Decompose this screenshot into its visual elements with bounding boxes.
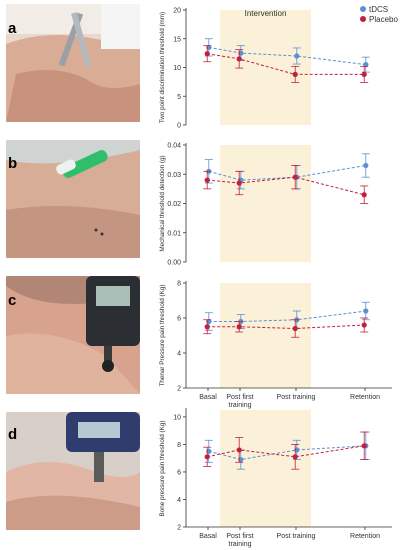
legend-label-placebo: Placebo [369, 14, 398, 24]
chart-panel-d: 2 4 6 8 10 Bone pressure pain threshold (Kg) B… [159, 408, 392, 548]
legend-label-tdcs: tDCS [369, 4, 389, 14]
series-line-tdcs [208, 310, 366, 322]
series-line-placebo [207, 176, 365, 196]
data-point-placebo [204, 324, 210, 330]
y-tick-label: 6 [177, 469, 181, 476]
x-tick-label: Post first training [226, 394, 253, 409]
y-tick-label: 5 [177, 94, 181, 101]
x-tick-label-line: Post training [277, 394, 316, 401]
data-point-placebo [236, 56, 242, 62]
x-tick-label: Retention [350, 394, 380, 401]
y-tick-label: 0.02 [167, 201, 181, 208]
x-tick-label: Basal [199, 394, 217, 401]
series-line-placebo [207, 445, 365, 458]
data-point-placebo [204, 177, 210, 183]
x-tick-label-line: training [229, 541, 252, 548]
y-tick-label: 2 [177, 525, 181, 532]
y-tick-label: 0.03 [167, 172, 181, 179]
data-point-tdcs [294, 53, 300, 59]
legend-item-tdcs: tDCS [360, 4, 398, 14]
chart-panel-a: Intervention 0 5 10 15 20 Two point discrimina… [159, 8, 370, 130]
x-tick-label-line: Retention [350, 394, 380, 401]
y-axis-label: Bone pressure pain threshold (Kg) [159, 421, 166, 517]
series-line-tdcs [208, 46, 366, 66]
y-tick-label: 0 [177, 123, 181, 130]
x-tick-label-line: Basal [199, 533, 217, 540]
y-tick-label: 10 [173, 65, 181, 72]
data-point-placebo [204, 454, 210, 460]
intervention-band [220, 145, 311, 262]
intervention-band [220, 410, 311, 527]
y-axis-label: Thenar Pressure pain threshold (Kg) [159, 285, 166, 387]
monofilament-on-hand-photo [6, 140, 140, 258]
series-line-placebo [207, 324, 365, 330]
y-tick-label: 2 [177, 386, 181, 393]
two-point-caliper-on-hand-photo [6, 4, 140, 122]
data-point-tdcs [363, 62, 369, 68]
x-tick-label: Retention [350, 533, 380, 540]
legend-swatch-tdcs [360, 6, 366, 12]
y-tick-label: 10 [173, 414, 181, 421]
x-tick-label-line: Retention [350, 533, 380, 540]
x-tick-label: Basal [199, 533, 217, 540]
data-point-placebo [292, 174, 298, 180]
x-tick-label-line: Basal [199, 394, 217, 401]
y-tick-label: 0.01 [167, 230, 181, 237]
chart-panel-c: 2 4 6 8 Thenar Pressure pain threshold (Kg) B… [159, 281, 392, 409]
data-point-placebo [292, 454, 298, 460]
data-point-placebo [361, 443, 367, 449]
data-point-placebo [292, 325, 298, 332]
legend-item-placebo: Placebo [360, 14, 398, 24]
data-point-placebo [236, 447, 242, 453]
x-tick-label: Post first training [226, 533, 253, 548]
series-line-placebo [207, 53, 365, 75]
x-tick-label: Post training [277, 533, 316, 540]
algometer-thenar-photo [6, 276, 140, 394]
series-line-tdcs [208, 445, 366, 461]
data-point-placebo [236, 324, 242, 330]
x-tick-label-line: Post first [226, 394, 253, 401]
data-point-tdcs [363, 162, 369, 169]
y-tick-label: 6 [177, 316, 181, 323]
data-point-tdcs [363, 308, 369, 314]
data-point-placebo [361, 192, 367, 198]
x-tick-label-line: Post first [226, 533, 253, 540]
y-tick-label: 8 [177, 281, 181, 288]
panel-letter-c: c [8, 292, 17, 309]
y-tick-label: 0.04 [167, 143, 181, 150]
intervention-label: Intervention [245, 9, 287, 18]
y-tick-label: 20 [173, 8, 181, 15]
data-point-placebo [361, 322, 367, 328]
panel-letter-d: d [8, 426, 18, 443]
data-point-placebo [204, 51, 210, 57]
chart-legend: tDCS Placebo [360, 4, 398, 24]
intervention-band [220, 283, 311, 388]
y-tick-label: 15 [173, 36, 181, 43]
data-point-placebo [361, 71, 367, 77]
data-point-placebo [236, 180, 242, 186]
x-tick-label-line: Post training [277, 533, 316, 540]
panel-letter-b: b [8, 155, 18, 172]
series-line-tdcs [208, 164, 366, 181]
legend-swatch-placebo [360, 16, 366, 22]
y-axis-label: Two point discrimination threshold (mm) [159, 12, 166, 123]
intervention-band [220, 10, 311, 125]
data-point-placebo [292, 71, 298, 77]
panel-letter-a: a [8, 20, 17, 37]
x-tick-label: Post training [277, 394, 316, 401]
y-axis-label: Mechanical threshold detection (g) [159, 155, 166, 251]
y-tick-label: 4 [177, 497, 181, 504]
y-tick-label: 4 [177, 351, 181, 358]
y-tick-label: 8 [177, 442, 181, 449]
y-tick-label: 0.00 [167, 260, 181, 267]
x-tick-label-line: training [229, 402, 252, 409]
algometer-bone-photo [6, 412, 140, 530]
